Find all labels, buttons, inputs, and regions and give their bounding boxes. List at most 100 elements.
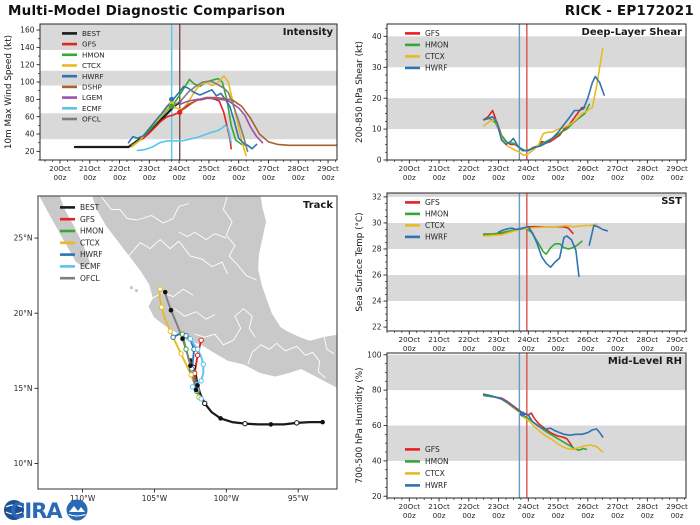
state-border [174,308,216,320]
track-BEST [189,357,323,426]
svg-text:30: 30 [372,63,382,72]
init-marker [169,96,175,102]
svg-text:CTCX: CTCX [425,52,445,61]
svg-text:28Oct: 28Oct [637,164,659,173]
series-OFCL [172,80,249,153]
svg-text:00z: 00z [552,344,565,353]
series-HWRF [497,224,608,278]
svg-text:23Oct: 23Oct [488,335,510,344]
svg-text:00z: 00z [83,173,96,182]
svg-text:20Oct: 20Oct [49,164,71,173]
svg-text:700-500 hPa Humidity (%): 700-500 hPa Humidity (%) [355,367,365,483]
svg-text:22Oct: 22Oct [458,335,480,344]
svg-text:00z: 00z [611,511,624,520]
category-band [387,98,686,130]
svg-text:ECMF: ECMF [82,104,102,113]
svg-text:21Oct: 21Oct [428,502,450,511]
shear-legend: GFS HMON CTCX HWRF [405,29,449,73]
svg-text:HWRF: HWRF [82,72,104,81]
category-band [387,36,686,68]
svg-text:BEST: BEST [82,29,101,38]
series-BEST [73,100,182,149]
svg-text:00z: 00z [143,173,156,182]
svg-text:24Oct: 24Oct [168,164,190,173]
svg-text:00z: 00z [671,344,684,353]
svg-text:GFS: GFS [425,445,440,454]
svg-text:00z: 00z [202,173,215,182]
svg-text:CTCX: CTCX [425,469,445,478]
state-border [137,203,190,224]
rh-legend: GFS HMON CTCX HWRF [405,445,449,490]
svg-text:160: 160 [20,26,35,35]
svg-text:10: 10 [372,125,382,134]
svg-text:27Oct: 27Oct [607,502,629,511]
svg-text:21Oct: 21Oct [428,164,450,173]
svg-text:22Oct: 22Oct [458,164,480,173]
svg-text:23Oct: 23Oct [488,502,510,511]
series-CTCX [130,75,247,157]
svg-text:00z: 00z [522,173,535,182]
sst-legend: GFS HMON CTCX HWRF [405,198,449,242]
state-border [128,238,180,257]
init-marker [177,109,183,115]
svg-text:GFS: GFS [80,215,95,224]
svg-text:21Oct: 21Oct [428,335,450,344]
shear-panel: 20Oct00z21Oct00z22Oct00z23Oct00z24Oct00z… [355,23,688,182]
svg-text:25Oct: 25Oct [547,335,569,344]
svg-text:60: 60 [372,421,382,430]
series-ECMF [136,124,232,152]
svg-text:10°N: 10°N [14,459,33,468]
svg-text:30: 30 [372,219,382,228]
sst-panel: 20Oct00z21Oct00z22Oct00z23Oct00z24Oct00z… [355,192,688,353]
svg-text:00z: 00z [292,173,305,182]
island [129,286,134,290]
svg-text:29Oct: 29Oct [666,502,688,511]
svg-text:21Oct: 21Oct [79,164,101,173]
category-band [387,193,686,197]
state-border [222,196,257,281]
svg-text:22Oct: 22Oct [109,164,131,173]
svg-text:10m Max Wind Speed (kt): 10m Max Wind Speed (kt) [4,35,14,149]
svg-text:00z: 00z [173,173,186,182]
svg-text:00z: 00z [492,344,505,353]
svg-text:00z: 00z [262,173,275,182]
svg-text:00z: 00z [492,511,505,520]
svg-text:24Oct: 24Oct [518,335,540,344]
state-border [312,352,326,379]
svg-text:26: 26 [372,271,382,280]
svg-text:00z: 00z [232,173,245,182]
page-title: Multi-Model Diagnostic Comparison [8,3,286,19]
svg-text:00z: 00z [433,344,446,353]
svg-text:23Oct: 23Oct [139,164,161,173]
svg-text:Track: Track [303,200,333,211]
svg-text:32: 32 [372,193,382,202]
svg-text:00z: 00z [581,173,594,182]
svg-text:40: 40 [372,32,382,41]
svg-text:29Oct: 29Oct [317,164,339,173]
svg-text:CTCX: CTCX [425,221,445,230]
svg-text:GFS: GFS [425,29,440,38]
svg-text:22Oct: 22Oct [458,502,480,511]
svg-text:27Oct: 27Oct [607,335,629,344]
svg-text:Mid-Level RH: Mid-Level RH [608,356,682,367]
svg-text:OFCL: OFCL [82,115,101,124]
svg-text:BEST: BEST [80,203,100,212]
svg-text:00z: 00z [492,173,505,182]
svg-text:27Oct: 27Oct [258,164,280,173]
svg-text:25Oct: 25Oct [547,502,569,511]
svg-text:00z: 00z [462,511,475,520]
svg-text:SST: SST [661,196,682,207]
svg-text:HWRF: HWRF [80,250,103,259]
svg-text:Sea Surface Temp (°C): Sea Surface Temp (°C) [355,212,365,311]
svg-text:00z: 00z [403,344,416,353]
svg-text:00z: 00z [113,173,126,182]
svg-text:LGEM: LGEM [82,93,102,102]
svg-text:20: 20 [25,147,35,156]
globe-icon [4,500,24,520]
svg-text:100: 100 [367,350,382,359]
svg-text:28Oct: 28Oct [287,164,309,173]
svg-text:20Oct: 20Oct [399,164,421,173]
svg-text:28Oct: 28Oct [637,335,659,344]
svg-text:GFS: GFS [82,40,97,49]
